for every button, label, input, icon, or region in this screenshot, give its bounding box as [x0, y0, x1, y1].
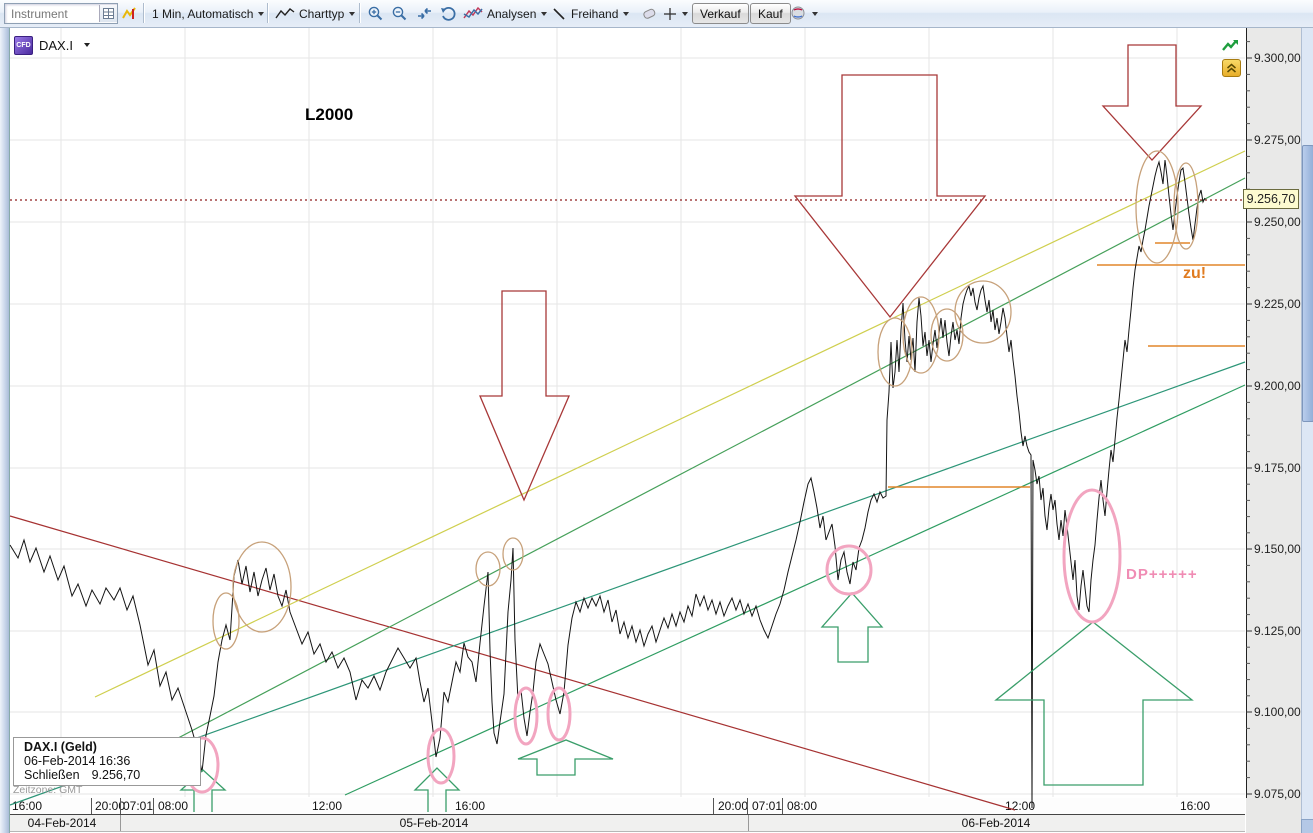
timeframe-dropdown[interactable]: 1 Min, Automatisch — [152, 0, 265, 27]
time-axis-label: 12:00 — [312, 799, 343, 813]
time-axis-row: 16:00 20:00 07:01 08:00 12:00 16:00 20:00 07:01… — [9, 798, 1245, 815]
toolbar-separator — [267, 3, 268, 23]
main-toolbar: Instrument 1 Min, Automatisch Charttyp A… — [0, 0, 1313, 28]
last-price-tag: 9.256,70 — [1243, 189, 1299, 209]
chevron-down-icon — [258, 11, 265, 16]
price-axis-label: 9.175,00 — [1254, 461, 1301, 475]
chevron-down-icon — [623, 11, 630, 16]
time-axis-separator — [747, 798, 748, 814]
chevron-down-icon — [812, 11, 818, 16]
collapse-chevrons-button[interactable] — [1222, 59, 1241, 77]
kauf-button[interactable]: Kauf — [750, 3, 791, 24]
symbol-selector[interactable]: CFD DAX.I — [14, 35, 90, 55]
freehand-slash-icon — [551, 0, 567, 27]
chevron-down-icon — [682, 11, 688, 16]
chart-plot-area[interactable] — [9, 27, 1245, 799]
chevron-down-icon — [541, 11, 548, 16]
price-axis[interactable] — [1246, 27, 1302, 798]
time-axis-label: 12:00 — [1005, 799, 1036, 813]
charttype-icon — [275, 0, 295, 27]
time-axis-label: 08:00 — [158, 799, 189, 813]
toolbar-separator — [359, 3, 360, 23]
zoom-out-icon[interactable] — [391, 0, 408, 27]
price-axis-label: 9.150,00 — [1254, 542, 1301, 556]
instrument-picker-button[interactable] — [99, 5, 117, 22]
analyses-label: Analysen — [487, 6, 537, 21]
crosshair-tool[interactable] — [663, 0, 688, 27]
price-axis-label: 9.300,00 — [1254, 51, 1301, 65]
chevron-down-icon — [83, 43, 90, 47]
cfd-badge-icon: CFD — [14, 35, 33, 55]
instrument-placeholder: Instrument — [11, 6, 68, 21]
tooltip-close-label: Schließen — [24, 768, 80, 782]
time-axis-separator — [782, 798, 783, 814]
label-l2000[interactable]: L2000 — [305, 105, 354, 124]
settings-dropdown[interactable] — [790, 0, 818, 27]
symbol-name: DAX.I — [39, 37, 73, 53]
trend-up-icon[interactable] — [1221, 38, 1239, 58]
date-axis-row: 04-Feb-2014 05-Feb-2014 06-Feb-2014 — [9, 815, 1245, 832]
time-axis-label: 16:00 — [455, 799, 486, 813]
tooltip-close-row: Schließen 9.256,70 — [24, 768, 200, 782]
date-axis-label: 06-Feb-2014 — [961, 816, 1031, 830]
time-axis-label: 20:00 — [718, 799, 749, 813]
pan-icon[interactable] — [415, 0, 434, 27]
time-axis-label: 16:00 — [1180, 799, 1211, 813]
price-axis-label: 9.275,00 — [1254, 133, 1301, 147]
undo-icon[interactable] — [440, 0, 457, 27]
label-zu[interactable]: zu! — [1183, 265, 1207, 282]
time-axis-separator — [120, 798, 121, 814]
price-axis-label: 9.225,00 — [1254, 297, 1301, 311]
eraser-icon[interactable] — [641, 0, 659, 27]
globe-icon — [791, 6, 805, 20]
charttype-dropdown[interactable]: Charttyp — [299, 0, 356, 27]
toolbar-separator — [143, 3, 144, 23]
analyses-dropdown[interactable]: Analysen — [487, 0, 548, 27]
tooltip-close-value: 9.256,70 — [91, 768, 141, 782]
indicator-icon[interactable] — [121, 0, 138, 27]
freehand-dropdown[interactable]: Freihand — [571, 0, 630, 27]
label-dp[interactable]: DP+++++ — [1126, 566, 1198, 583]
analyses-icon — [463, 0, 483, 27]
price-axis-label: 9.200,00 — [1254, 379, 1301, 393]
time-axis-label: 08:00 — [787, 799, 818, 813]
right-scrollbar-thumb[interactable] — [1302, 145, 1313, 422]
chevron-down-icon — [349, 11, 356, 16]
double-chevron-up-icon — [1227, 63, 1236, 73]
timeframe-label: 1 Min, Automatisch — [152, 6, 254, 21]
price-axis-label: 9.125,00 — [1254, 624, 1301, 638]
quote-tooltip: DAX.I (Geld) 06-Feb-2014 16:36 Schließen… — [13, 737, 201, 786]
zoom-in-icon[interactable] — [367, 0, 384, 27]
date-axis-separator — [120, 815, 121, 831]
time-axis-label: 07:01 — [752, 799, 783, 813]
date-axis-label: 04-Feb-2014 — [27, 816, 97, 830]
crosshair-icon — [664, 7, 676, 20]
right-scrollbar-button[interactable] — [1301, 819, 1313, 833]
time-axis-separator — [91, 798, 92, 814]
verkauf-button[interactable]: Verkauf — [692, 3, 749, 24]
date-axis-label: 05-Feb-2014 — [399, 816, 469, 830]
tooltip-datetime: 06-Feb-2014 16:36 — [24, 754, 131, 768]
axis-corner — [1246, 798, 1301, 833]
time-axis-label: 07:01 — [123, 799, 154, 813]
price-axis-label: 9.075,00 — [1254, 787, 1301, 801]
time-axis-separator — [713, 798, 714, 814]
date-axis-separator — [748, 815, 749, 831]
instrument-input[interactable]: Instrument — [4, 3, 118, 24]
tooltip-title: DAX.I (Geld) — [24, 740, 97, 754]
left-splitter[interactable] — [0, 27, 10, 833]
charttype-label: Charttyp — [299, 6, 345, 21]
timezone-note: Zeitzone: GMT — [13, 784, 83, 796]
price-axis-label: 9.100,00 — [1254, 705, 1301, 719]
time-axis-separator — [153, 798, 154, 814]
price-axis-label: 9.250,00 — [1254, 215, 1301, 229]
time-axis-label: 16:00 — [12, 799, 43, 813]
grid-icon — [103, 8, 114, 19]
freehand-label: Freihand — [571, 6, 619, 21]
